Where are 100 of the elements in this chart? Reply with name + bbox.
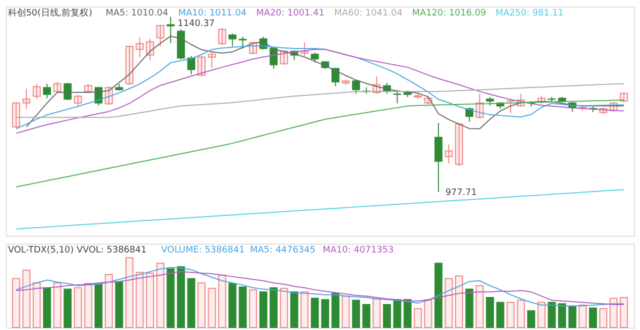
candlestick: [434, 122, 442, 192]
candlestick: [53, 81, 62, 92]
bar: [22, 270, 30, 328]
candlestick: [198, 56, 206, 77]
bar: [198, 282, 206, 328]
candlestick: [506, 98, 515, 114]
candlestick: [43, 83, 52, 99]
text: MA10: 4071353: [322, 246, 394, 256]
bar: [599, 308, 608, 328]
candlestick: [620, 92, 628, 103]
bar: [53, 282, 62, 328]
bar: [496, 302, 504, 328]
bar: [620, 296, 628, 328]
series-label: MA5: 1010.04: [106, 8, 169, 18]
candlestick: [146, 38, 154, 61]
bar: [578, 304, 587, 328]
bar: [218, 274, 226, 328]
text: VOLUME: 5386841: [161, 246, 245, 256]
annotation: 977.71: [445, 188, 477, 198]
chart-title: VOL-TDX(5,10) VVOL: 5386841: [8, 246, 147, 256]
candlestick: [156, 24, 164, 47]
bar: [424, 300, 432, 328]
text: MA60: 1041.04: [334, 8, 403, 18]
candlestick: [238, 36, 247, 49]
bar: [136, 272, 144, 328]
bar: [516, 300, 525, 328]
bar: [32, 282, 41, 328]
bar: [300, 291, 309, 328]
bar: [249, 289, 258, 328]
bar: [104, 274, 113, 328]
bar: [568, 306, 576, 328]
candlestick: [444, 144, 453, 164]
bar: [310, 298, 319, 328]
text: MA250: 981.11: [495, 8, 564, 18]
bar: [455, 275, 464, 328]
bar: [352, 300, 360, 328]
candlestick: [455, 122, 464, 167]
bar: [444, 278, 453, 328]
candlestick: [270, 46, 278, 70]
bar: [362, 304, 370, 328]
bar: [228, 283, 236, 328]
bar: [166, 268, 175, 328]
bar: [259, 291, 268, 328]
bar: [208, 288, 216, 328]
bar: [64, 288, 72, 328]
bar: [372, 298, 381, 328]
bar: [187, 278, 196, 328]
bar: [125, 257, 134, 328]
bar: [342, 296, 350, 328]
bar: [280, 288, 288, 328]
bar: [146, 272, 154, 328]
candlestick: [136, 37, 144, 58]
bar: [527, 310, 536, 328]
bar: [486, 296, 494, 328]
bar: [290, 291, 298, 328]
bar: [465, 288, 474, 328]
text: MA10: 1011.04: [178, 8, 247, 18]
bar: [404, 299, 412, 328]
bar: [94, 284, 103, 328]
bar: [558, 303, 566, 328]
bar: [74, 287, 82, 328]
bar: [12, 278, 20, 328]
bar: [176, 266, 185, 328]
candlestick: [64, 82, 72, 101]
candlestick: [393, 90, 402, 104]
candlestick: [228, 32, 236, 47]
bar: [476, 285, 484, 328]
bar: [331, 292, 340, 328]
bar: [414, 308, 422, 328]
chart-title: 科创50(日线,前复权): [8, 7, 92, 18]
bar: [434, 262, 442, 328]
candlestick: [208, 51, 216, 68]
bar: [270, 287, 278, 328]
annotation: 1140.37: [178, 18, 215, 29]
candlestick: [187, 56, 196, 75]
candlestick: [342, 79, 350, 86]
bar: [610, 298, 618, 328]
candlestick: [166, 16, 175, 44]
bar: [115, 282, 124, 328]
bar: [84, 283, 92, 328]
candlestick: [352, 79, 360, 94]
bar: [43, 287, 52, 328]
candlestick: [84, 84, 92, 94]
candlestick: [22, 88, 30, 110]
bar: [548, 302, 556, 328]
bar: [506, 302, 515, 328]
bar: [156, 262, 164, 328]
candlestick: [12, 102, 20, 129]
text: MA5: 4476345: [250, 246, 316, 256]
candlestick: [218, 28, 226, 46]
candlestick: [125, 45, 134, 86]
bar: [321, 299, 330, 328]
text: MA120: 1016.09: [412, 8, 486, 18]
text: MA20: 1001.41: [256, 8, 324, 18]
bar: [238, 286, 247, 328]
bar: [537, 302, 546, 328]
candlestick: [310, 52, 319, 63]
candlestick: [74, 94, 82, 106]
candlestick: [32, 83, 41, 100]
bar: [588, 307, 597, 328]
